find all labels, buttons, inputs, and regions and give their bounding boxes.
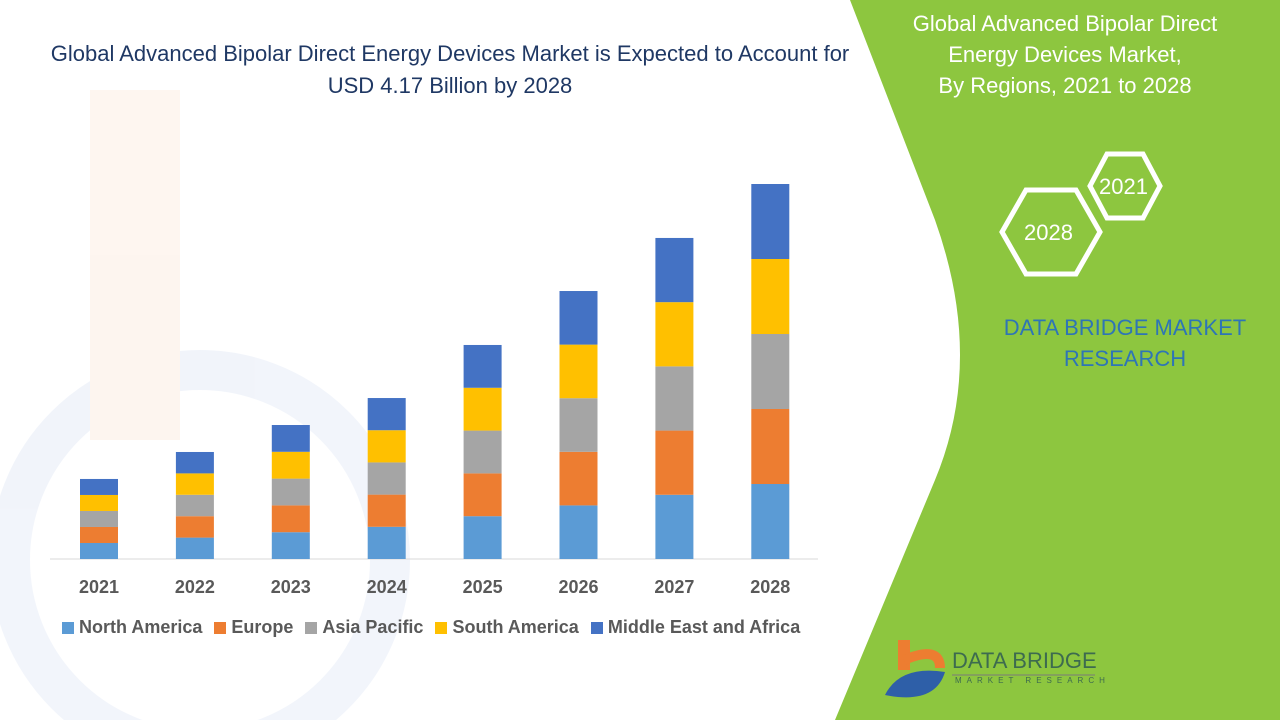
- x-tick-label: 2028: [750, 577, 790, 597]
- x-tick-label: 2027: [654, 577, 694, 597]
- side-panel-title: Global Advanced Bipolar Direct Energy De…: [880, 8, 1250, 101]
- legend-swatch: [62, 621, 74, 634]
- bar-segment: [80, 510, 118, 527]
- bar-segment: [463, 516, 502, 559]
- bar-segment: [175, 473, 214, 495]
- legend-label: Europe: [231, 617, 294, 637]
- bar-segment: [463, 387, 502, 431]
- brand-line: RESEARCH: [1063, 346, 1187, 371]
- bar-segment: [655, 430, 694, 495]
- bar-segment: [463, 344, 502, 388]
- bar-segment: [271, 505, 310, 533]
- x-tick-label: 2026: [558, 577, 598, 597]
- logo-subtext: MARKET RESEARCH: [955, 676, 1110, 685]
- bar-segment: [559, 344, 598, 399]
- bar-segment: [751, 334, 790, 409]
- bar-segment: [751, 259, 790, 334]
- bar-segment: [175, 451, 214, 474]
- bar-segment: [271, 532, 310, 559]
- bar-segment: [655, 494, 694, 559]
- bar-segment: [559, 291, 598, 345]
- bar-segment: [271, 451, 310, 479]
- hexagon-2028-icon: [999, 187, 1103, 277]
- x-tick-label: 2023: [271, 577, 311, 597]
- legend-swatch: [214, 621, 227, 634]
- bar-segment: [80, 494, 118, 511]
- bar-segment: [655, 302, 694, 367]
- chart-plot-area: 2021 2022 2023 2024 2025 2026 2027 2028: [50, 184, 818, 597]
- x-tick-label: 2021: [79, 577, 119, 597]
- chart-title: Global Advanced Bipolar Direct Energy De…: [50, 41, 850, 98]
- hexagon-2021-icon: [1087, 151, 1163, 221]
- x-tick-label: 2022: [175, 577, 215, 597]
- hex-label-2028: 2028: [1024, 220, 1073, 245]
- bar-segment: [80, 478, 118, 495]
- bar-segment: [367, 462, 406, 495]
- legend-label: Asia Pacific: [322, 617, 424, 637]
- bar-segment: [175, 537, 214, 559]
- side-title-line: By Regions, 2021 to 2028: [938, 73, 1192, 98]
- bar-segment: [271, 478, 310, 506]
- bar-segment: [655, 237, 694, 303]
- chart-legend: North America Europe Asia Pacific South …: [62, 617, 800, 638]
- bar-segment: [751, 184, 790, 259]
- bar-segment: [367, 526, 406, 559]
- legend-swatch: [590, 621, 603, 634]
- brand-line: DATA BRIDGE MARKET: [1003, 315, 1247, 340]
- bar-segment: [655, 366, 694, 431]
- bar-segment: [80, 542, 118, 559]
- logo-text: DATA BRIDGE: [952, 648, 1097, 673]
- hex-label-2021: 2021: [1099, 174, 1148, 199]
- bar-segment: [559, 451, 598, 506]
- bar-segment: [751, 484, 790, 559]
- bar-segment: [751, 409, 790, 484]
- legend-item: Asia Pacific: [305, 617, 423, 638]
- bar-segment: [175, 516, 214, 538]
- legend-label: North America: [79, 617, 203, 637]
- bar-segment: [463, 473, 502, 517]
- brand-text: DATA BRIDGE MARKET RESEARCH: [985, 312, 1265, 374]
- bar-segment: [271, 425, 310, 452]
- legend-item: South America: [435, 617, 579, 638]
- legend-swatch: [435, 621, 448, 634]
- legend-label: South America: [452, 617, 579, 637]
- legend-label: Middle East and Africa: [607, 617, 801, 637]
- side-title-line: Global Advanced Bipolar Direct: [912, 11, 1218, 36]
- legend-swatch: [305, 621, 318, 634]
- bar-segment: [80, 526, 118, 543]
- x-tick-label: 2024: [367, 577, 407, 597]
- bar-segment: [367, 430, 406, 463]
- green-side-panel: [835, 0, 1280, 720]
- bar-segment: [367, 398, 406, 431]
- bar-segment: [559, 398, 598, 452]
- bar-segment: [175, 494, 214, 517]
- bar-segment: [463, 430, 502, 474]
- legend-item: Europe: [214, 617, 293, 638]
- legend-item: North America: [62, 617, 202, 638]
- x-tick-label: 2025: [463, 577, 503, 597]
- bar-segment: [367, 494, 406, 527]
- legend-item: Middle East and Africa: [590, 617, 801, 638]
- side-title-line: Energy Devices Market,: [948, 42, 1182, 67]
- data-bridge-logo-icon: [885, 640, 945, 698]
- bar-segment: [559, 505, 598, 559]
- watermark: [0, 90, 410, 720]
